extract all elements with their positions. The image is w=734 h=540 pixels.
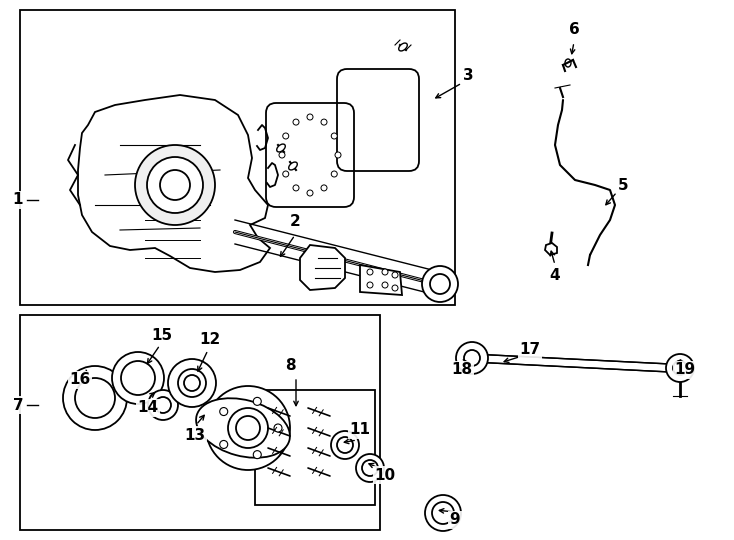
- Ellipse shape: [430, 274, 450, 294]
- Text: 17: 17: [520, 342, 540, 357]
- Ellipse shape: [432, 502, 454, 524]
- Ellipse shape: [63, 366, 127, 430]
- Ellipse shape: [112, 352, 164, 404]
- Text: 7: 7: [12, 397, 23, 413]
- Ellipse shape: [135, 145, 215, 225]
- Ellipse shape: [168, 359, 216, 407]
- Circle shape: [331, 133, 337, 139]
- Ellipse shape: [228, 408, 268, 448]
- Ellipse shape: [147, 157, 203, 213]
- Bar: [20, 315, 380, 530]
- Bar: [255, 390, 375, 505]
- Ellipse shape: [425, 495, 461, 531]
- Text: 12: 12: [200, 333, 221, 348]
- Ellipse shape: [178, 369, 206, 397]
- Circle shape: [307, 114, 313, 120]
- Ellipse shape: [464, 350, 480, 366]
- Circle shape: [321, 119, 327, 125]
- Circle shape: [279, 152, 285, 158]
- Polygon shape: [545, 243, 557, 255]
- Circle shape: [283, 171, 288, 177]
- Circle shape: [321, 185, 327, 191]
- Text: 14: 14: [137, 401, 159, 415]
- Ellipse shape: [160, 170, 190, 200]
- Bar: [20, 10, 455, 305]
- Circle shape: [283, 133, 288, 139]
- Ellipse shape: [382, 269, 388, 275]
- Ellipse shape: [196, 398, 290, 458]
- Ellipse shape: [392, 285, 398, 291]
- Circle shape: [335, 152, 341, 158]
- Circle shape: [253, 397, 261, 406]
- Ellipse shape: [75, 378, 115, 418]
- Text: 9: 9: [450, 512, 460, 528]
- Polygon shape: [472, 354, 670, 372]
- Text: 6: 6: [569, 23, 579, 37]
- Text: 19: 19: [675, 362, 696, 377]
- Ellipse shape: [337, 437, 353, 453]
- Polygon shape: [300, 245, 345, 290]
- Circle shape: [293, 119, 299, 125]
- Circle shape: [274, 424, 282, 432]
- Circle shape: [293, 185, 299, 191]
- Ellipse shape: [367, 269, 373, 275]
- Circle shape: [307, 190, 313, 196]
- Text: 3: 3: [462, 68, 473, 83]
- Ellipse shape: [236, 416, 260, 440]
- Ellipse shape: [121, 361, 155, 395]
- Text: 10: 10: [374, 468, 396, 483]
- Text: 8: 8: [285, 357, 295, 373]
- Text: 16: 16: [70, 373, 90, 388]
- Circle shape: [219, 441, 228, 448]
- Circle shape: [331, 171, 337, 177]
- Ellipse shape: [206, 386, 290, 470]
- Text: 1: 1: [12, 192, 23, 207]
- Ellipse shape: [456, 342, 488, 374]
- Ellipse shape: [673, 361, 687, 375]
- Text: 15: 15: [151, 327, 172, 342]
- Ellipse shape: [666, 354, 694, 382]
- Ellipse shape: [184, 375, 200, 391]
- Ellipse shape: [356, 454, 384, 482]
- Polygon shape: [360, 265, 402, 295]
- Ellipse shape: [288, 162, 297, 170]
- Text: 18: 18: [451, 362, 473, 377]
- Ellipse shape: [362, 460, 378, 476]
- Ellipse shape: [148, 390, 178, 420]
- Ellipse shape: [422, 266, 458, 302]
- Text: 11: 11: [349, 422, 371, 437]
- Text: 13: 13: [184, 428, 206, 442]
- Ellipse shape: [331, 431, 359, 459]
- Circle shape: [253, 450, 261, 458]
- Ellipse shape: [367, 282, 373, 288]
- Ellipse shape: [382, 282, 388, 288]
- Ellipse shape: [155, 397, 171, 413]
- Circle shape: [219, 408, 228, 416]
- Text: 4: 4: [550, 267, 560, 282]
- Ellipse shape: [277, 144, 286, 152]
- Ellipse shape: [392, 272, 398, 278]
- Text: 2: 2: [290, 214, 300, 230]
- Ellipse shape: [399, 43, 407, 51]
- Text: 5: 5: [618, 178, 628, 192]
